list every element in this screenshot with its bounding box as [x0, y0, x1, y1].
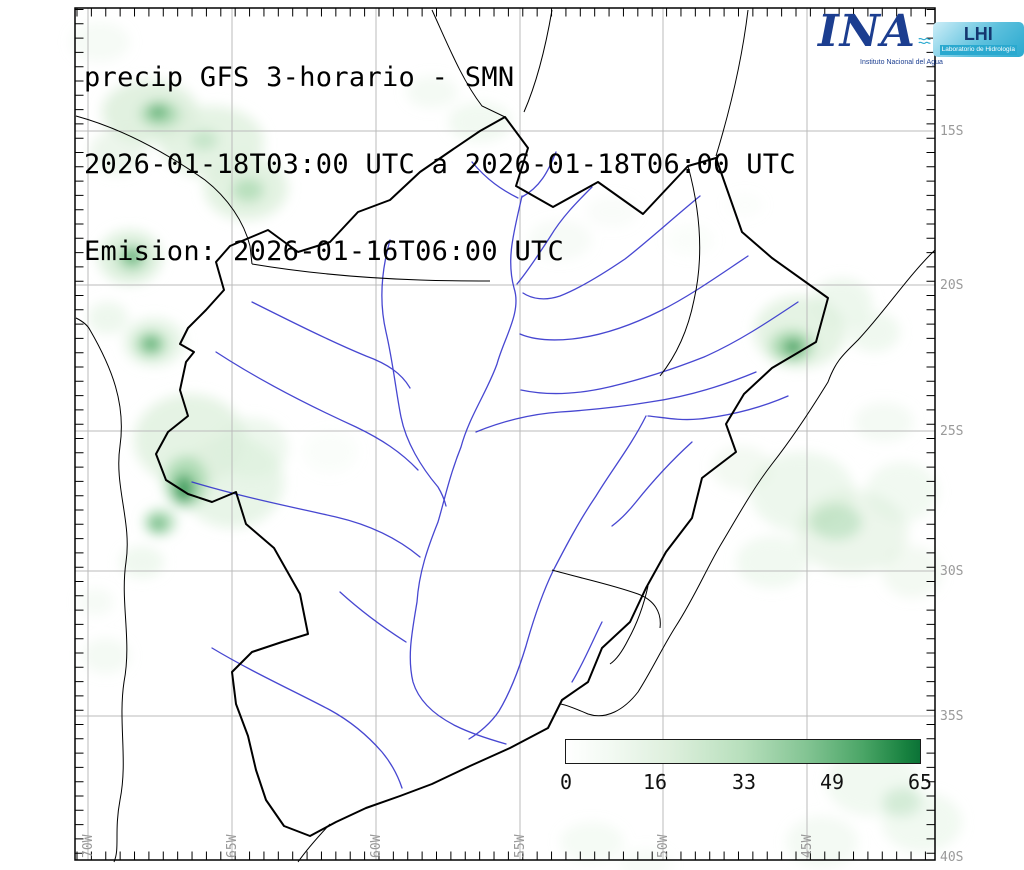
- latitude-labels: 15S 20S 25S 30S 35S 40S: [940, 124, 963, 865]
- basin-outline: [155, 116, 829, 837]
- lat-label: 35S: [940, 709, 963, 724]
- colorbar-tick-label: 0: [559, 770, 573, 794]
- lhi-lab-name: Laboratorio de Hidrología: [939, 45, 1017, 55]
- graticule-grid: [75, 8, 935, 860]
- colorbar-tick-label: 33: [731, 770, 757, 794]
- lon-label: 65W: [225, 834, 240, 858]
- map-valid-range: 2026-01-18T03:00 UTC a 2026-01-18T06:00 …: [84, 149, 796, 180]
- rivers-layer: [191, 151, 799, 789]
- precip-colorbar: 0 16 33 49 65: [560, 739, 932, 801]
- colorbar-tick-label: 16: [642, 770, 668, 794]
- ina-logo: INA LHI Laboratorio de Hidrología Instit…: [818, 10, 1024, 67]
- lat-label: 25S: [940, 424, 963, 439]
- lat-label: 20S: [940, 278, 963, 293]
- lon-label: 50W: [656, 834, 671, 858]
- water-waves-icon: [918, 37, 931, 45]
- colorbar-tick-label: 65: [907, 770, 933, 794]
- ina-logo-row: INA LHI Laboratorio de Hidrología: [818, 10, 1024, 57]
- longitude-labels: 70W 65W 60W 55W 50W 45W: [81, 834, 815, 858]
- precipitation-shading-layer: [70, 22, 962, 870]
- lhi-badge: LHI Laboratorio de Hidrología: [932, 22, 1024, 57]
- lon-label: 70W: [81, 834, 96, 858]
- lon-label: 55W: [513, 834, 528, 858]
- map-emission-time: Emision: 2026-01-16T06:00 UTC: [84, 236, 565, 267]
- lon-label: 60W: [369, 834, 384, 858]
- colorbar-gradient: [565, 739, 921, 764]
- lat-label: 30S: [940, 564, 963, 579]
- lat-label: 15S: [940, 124, 963, 139]
- colorbar-tick-label: 49: [819, 770, 845, 794]
- map-title: precip GFS 3-horario - SMN: [84, 62, 515, 93]
- lat-label: 40S: [940, 850, 963, 865]
- ina-wordmark: INA: [818, 6, 916, 57]
- ina-institute-name: Instituto Nacional del Agua: [860, 59, 943, 66]
- lhi-acronym: LHI: [963, 24, 993, 44]
- map-frame: [74, 7, 936, 861]
- map-title-block: precip GFS 3-horario - SMN 2026-01-18T03…: [84, 5, 796, 324]
- lon-label: 45W: [800, 834, 815, 858]
